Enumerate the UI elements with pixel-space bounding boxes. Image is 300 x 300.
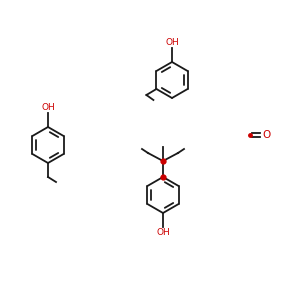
Text: OH: OH <box>156 228 170 237</box>
Text: O: O <box>262 130 270 140</box>
Text: OH: OH <box>41 103 55 112</box>
Text: OH: OH <box>165 38 179 47</box>
